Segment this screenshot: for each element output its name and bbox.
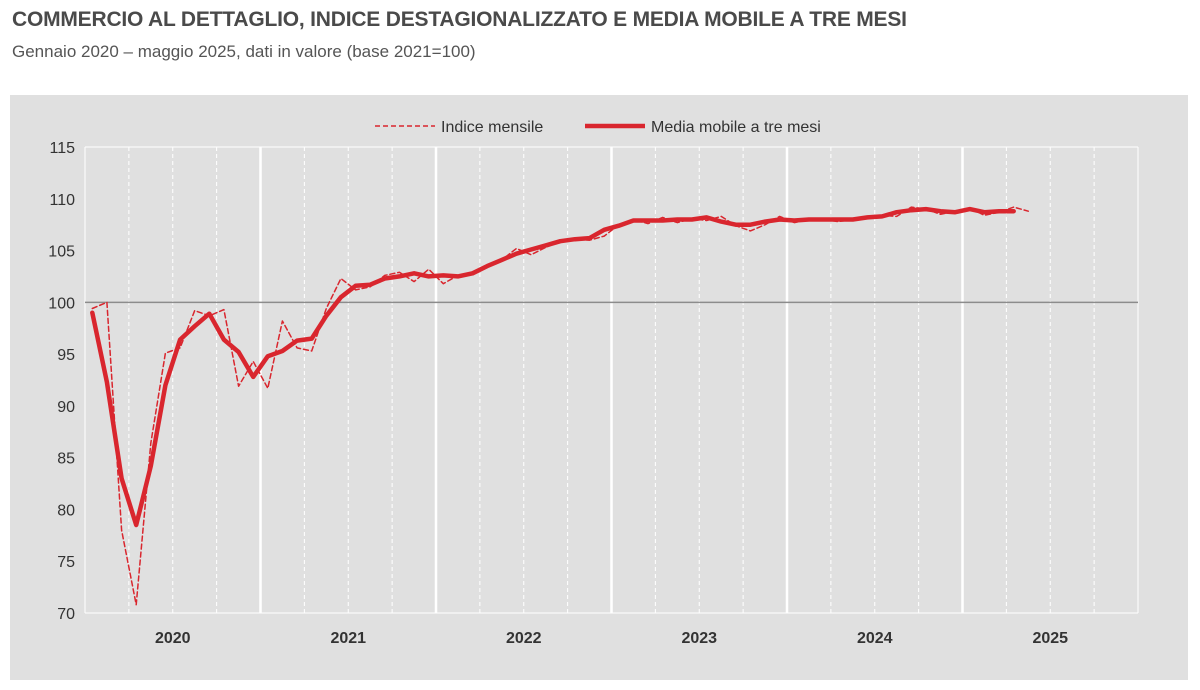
y-axis: 70 75 80 85 90 95 100 105 110 115 [48,140,75,623]
y-tick-label: 75 [57,554,75,571]
x-axis: 2020 2021 2022 2023 2024 2025 [155,630,1068,647]
chart-subtitle: Gennaio 2020 – maggio 2025, dati in valo… [12,42,476,61]
y-tick-label: 115 [49,140,75,157]
x-tick-label: 2021 [330,630,366,647]
legend-label-media-mobile: Media mobile a tre mesi [651,119,821,136]
y-tick-label: 100 [48,295,75,312]
x-tick-label: 2022 [506,630,542,647]
y-tick-label: 85 [57,451,75,468]
y-tick-label: 70 [57,606,75,623]
series-group [90,206,1030,606]
x-tick-label: 2024 [857,630,893,647]
y-tick-label: 80 [57,502,75,519]
y-tick-label: 110 [49,192,75,209]
x-tick-label: 2023 [681,630,717,647]
chart-background [10,95,1188,680]
legend: Indice mensile Media mobile a tre mesi [375,119,821,136]
y-tick-label: 95 [57,347,75,364]
x-tick-label: 2020 [155,630,191,647]
x-tick-label: 2025 [1032,630,1068,647]
chart-title: COMMERCIO AL DETTAGLIO, INDICE DESTAGION… [12,8,907,31]
y-tick-label: 90 [57,399,75,416]
legend-label-indice-mensile: Indice mensile [441,119,543,136]
series-line-media-mobile-a-tre-mesi [90,206,1016,528]
y-tick-label: 105 [48,244,75,261]
